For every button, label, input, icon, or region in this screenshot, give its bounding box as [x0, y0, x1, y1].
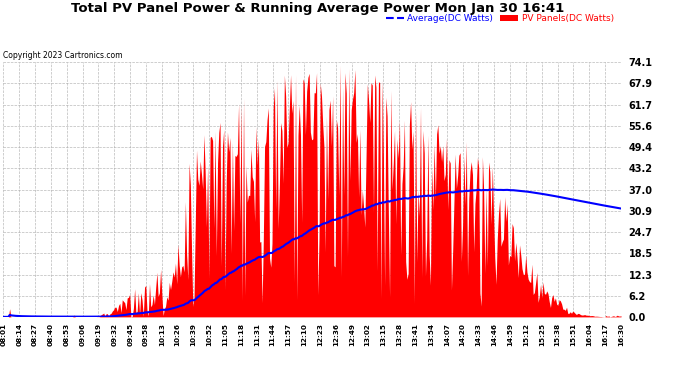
Legend: Average(DC Watts), PV Panels(DC Watts): Average(DC Watts), PV Panels(DC Watts) [382, 10, 618, 27]
Text: Total PV Panel Power & Running Average Power Mon Jan 30 16:41: Total PV Panel Power & Running Average P… [71, 2, 564, 15]
Text: Copyright 2023 Cartronics.com: Copyright 2023 Cartronics.com [3, 51, 123, 60]
